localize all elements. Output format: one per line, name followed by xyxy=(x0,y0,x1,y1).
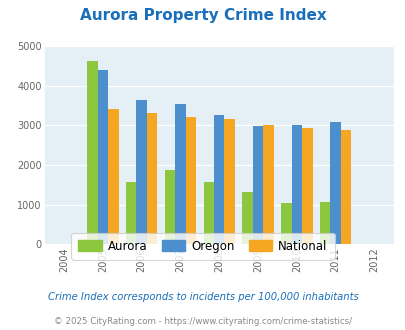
Text: Crime Index corresponds to incidents per 100,000 inhabitants: Crime Index corresponds to incidents per… xyxy=(47,292,358,302)
Text: Aurora Property Crime Index: Aurora Property Crime Index xyxy=(79,8,326,23)
Bar xyxy=(185,117,196,244)
Bar xyxy=(164,170,175,244)
Bar xyxy=(97,70,108,244)
Bar xyxy=(330,122,340,244)
Legend: Aurora, Oregon, National: Aurora, Oregon, National xyxy=(71,233,334,260)
Bar xyxy=(252,126,262,244)
Bar xyxy=(224,119,234,244)
Bar xyxy=(147,113,157,244)
Bar xyxy=(126,182,136,244)
Bar xyxy=(108,109,118,244)
Bar xyxy=(280,203,291,244)
Bar xyxy=(319,202,330,244)
Bar xyxy=(213,115,224,244)
Bar xyxy=(175,104,185,244)
Bar xyxy=(291,125,301,244)
Bar xyxy=(136,100,147,244)
Bar xyxy=(203,182,213,244)
Bar xyxy=(301,128,312,244)
Bar xyxy=(242,192,252,244)
Bar xyxy=(340,130,350,244)
Text: © 2025 CityRating.com - https://www.cityrating.com/crime-statistics/: © 2025 CityRating.com - https://www.city… xyxy=(54,317,351,326)
Bar xyxy=(87,61,97,244)
Bar xyxy=(262,125,273,244)
